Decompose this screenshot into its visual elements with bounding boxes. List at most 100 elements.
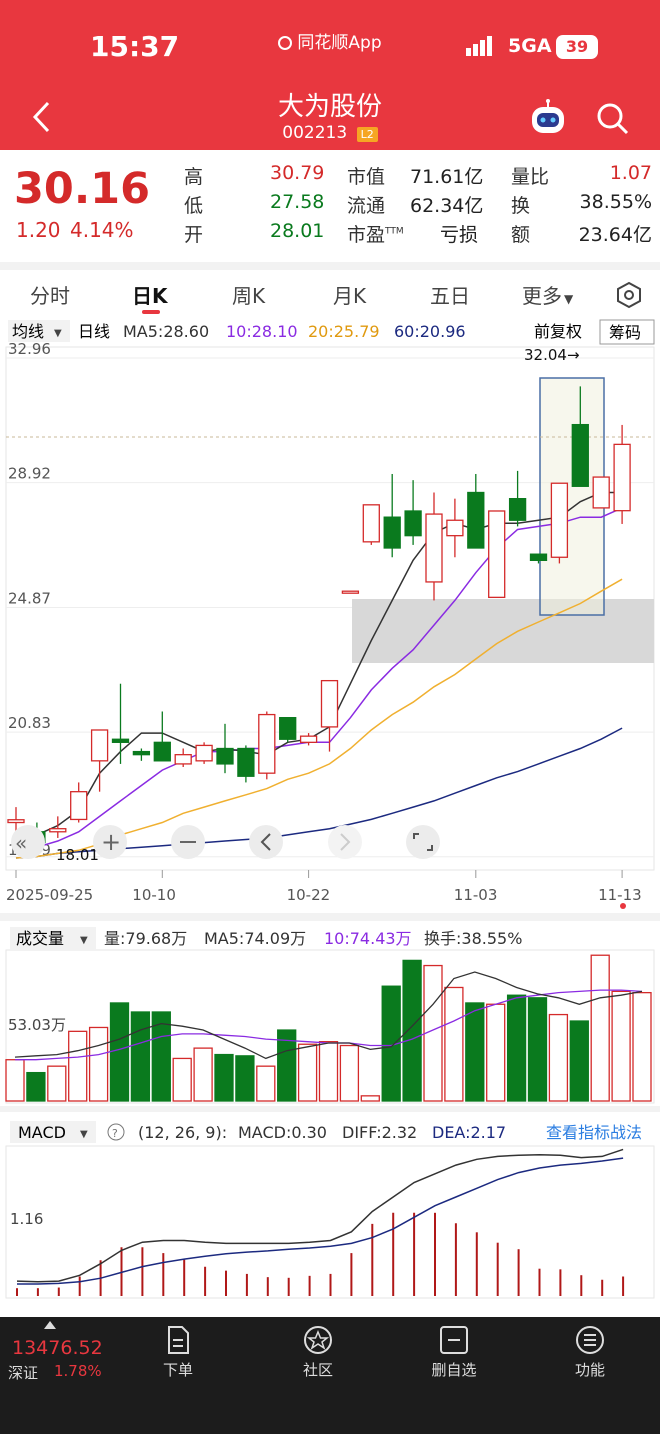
volume-bar <box>590 954 610 1102</box>
tab-intraday[interactable]: 分时 <box>30 284 70 308</box>
candle-up <box>49 828 67 833</box>
battery-icon: 39 <box>556 35 598 59</box>
ma-selector-label: 均线 <box>12 322 44 341</box>
price-change-pct: 4.14% <box>70 218 134 242</box>
candle-down <box>529 553 548 561</box>
index-pct: 1.78% <box>54 1362 102 1380</box>
macd-selector[interactable] <box>10 1121 96 1143</box>
value-low: 27.58 <box>270 191 325 213</box>
community-button[interactable]: 社区 <box>290 1325 346 1380</box>
label-float: 流通 <box>347 195 386 217</box>
label-market-cap: 市值 <box>347 166 386 188</box>
signal-icon <box>466 36 492 60</box>
chip-button-frame[interactable] <box>599 319 655 345</box>
stock-name: 大为股份 <box>277 92 382 122</box>
candle-up <box>550 482 569 558</box>
candle-down <box>467 491 485 549</box>
plus-icon: + <box>101 828 121 856</box>
volume-bar <box>151 1011 171 1102</box>
volume-readout: 量:79.68万 <box>104 929 187 948</box>
label-open: 开 <box>184 224 204 246</box>
chip-button[interactable]: 筹码 <box>609 323 641 342</box>
menu-circle-icon <box>576 1326 604 1354</box>
tab-daily[interactable]: 日K <box>132 284 168 308</box>
label-amount: 额 <box>511 224 531 246</box>
candle-up <box>174 754 192 765</box>
tab-weekly[interactable]: 周K <box>232 284 266 308</box>
ma-selector[interactable] <box>8 320 70 342</box>
candle-down <box>383 516 401 549</box>
fullscreen-button[interactable] <box>406 825 440 859</box>
order-button[interactable]: 下单 <box>150 1325 206 1380</box>
prev-button[interactable] <box>249 825 283 859</box>
candle-down <box>508 498 527 521</box>
ma20-readout: 20:25.79 <box>308 322 380 341</box>
bottom-bar: 13476.52 深证 1.78% 下单 社区 删自选 功能 <box>0 1317 660 1434</box>
candle-up <box>258 713 276 774</box>
candles <box>7 386 631 854</box>
macd-readout: MACD:0.30 <box>238 1123 327 1142</box>
macd-params: (12, 26, 9): <box>138 1123 227 1142</box>
index-name: 深证 <box>8 1364 39 1382</box>
value-turnover: 38.55% <box>579 191 652 213</box>
ma-legend-bar: 均线 ▼ 日线 MA5:28.60 10:28.10 20:25.79 60:2… <box>8 319 655 345</box>
volume-bar <box>318 1041 339 1102</box>
volume-bars <box>5 954 652 1102</box>
macd-ytick: 1.16 <box>10 1210 43 1228</box>
candle-down <box>216 747 234 765</box>
caret-down-icon: ▼ <box>80 935 88 946</box>
volume-bar <box>109 1002 130 1102</box>
volume-bar <box>68 1030 88 1102</box>
functions-button[interactable]: 功能 <box>562 1325 618 1380</box>
robot-assistant-icon[interactable] <box>528 98 568 136</box>
indicator-strategy-link[interactable]: 查看指标战法 <box>546 1123 642 1142</box>
settings-icon[interactable] <box>614 280 644 310</box>
status-time: 15:37 <box>90 30 180 63</box>
caret-down-icon: ▼ <box>54 328 62 339</box>
volume-bar <box>26 1071 46 1102</box>
x-tick-label: 2025-09-25 <box>6 886 93 904</box>
label-volume-ratio: 量比 <box>511 166 550 188</box>
rewind-button[interactable] <box>11 825 45 859</box>
candle-down <box>237 747 255 777</box>
volume-bar <box>381 985 401 1102</box>
value-pe: 亏损 <box>440 224 479 246</box>
label-pe: 市盈TTM <box>347 224 404 246</box>
diff-readout: DIFF:2.32 <box>342 1123 417 1142</box>
kline-chart-area[interactable]: 均线 ▼ 日线 MA5:28.60 10:28.10 20:25.79 60:2… <box>0 316 660 1316</box>
remove-watchlist-button[interactable]: 删自选 <box>424 1325 484 1380</box>
kline-x-axis: 2025-09-25 10-10 10-22 11-03 11-13 <box>6 870 642 904</box>
volume-bar <box>548 1013 569 1102</box>
tab-more[interactable]: 更多 ▼ <box>522 284 574 308</box>
next-button[interactable] <box>328 825 362 859</box>
value-high: 30.79 <box>270 162 325 184</box>
help-icon[interactable] <box>107 1123 125 1141</box>
volume-ma5-line <box>14 971 643 1060</box>
star-circle-icon <box>304 1326 332 1354</box>
separator <box>0 913 660 921</box>
volume-selector[interactable] <box>10 927 96 949</box>
index-value[interactable]: 13476.52 <box>12 1337 103 1359</box>
volume-ma-lines <box>14 971 643 1061</box>
volume-bar <box>402 959 422 1102</box>
candle-up <box>195 744 213 762</box>
candle-down <box>571 423 589 487</box>
support-zone-box <box>352 599 654 663</box>
highlight-box <box>539 377 605 616</box>
volume-bar <box>465 1002 485 1102</box>
chevron-left-icon <box>260 833 271 851</box>
search-icon[interactable] <box>596 102 630 136</box>
period-tabs: 分时 日K 周K 月K 五日 更多 ▼ <box>0 262 660 316</box>
document-icon <box>168 1326 189 1354</box>
x-tick-label: 10-10 <box>132 886 176 904</box>
expand-icon[interactable] <box>44 1321 56 1329</box>
tab-monthly[interactable]: 月K <box>333 284 367 308</box>
period-label: 日线 <box>78 322 110 341</box>
label-turnover: 换 <box>511 195 531 217</box>
back-icon[interactable] <box>28 100 56 134</box>
x-tick-label: 11-13 <box>598 886 642 904</box>
ma60-readout: 60:20.96 <box>394 322 466 341</box>
zoom-in-button[interactable] <box>93 825 127 859</box>
adjust-forward-button[interactable]: 前复权 <box>534 322 582 341</box>
tab-five-day[interactable]: 五日 <box>430 284 470 308</box>
